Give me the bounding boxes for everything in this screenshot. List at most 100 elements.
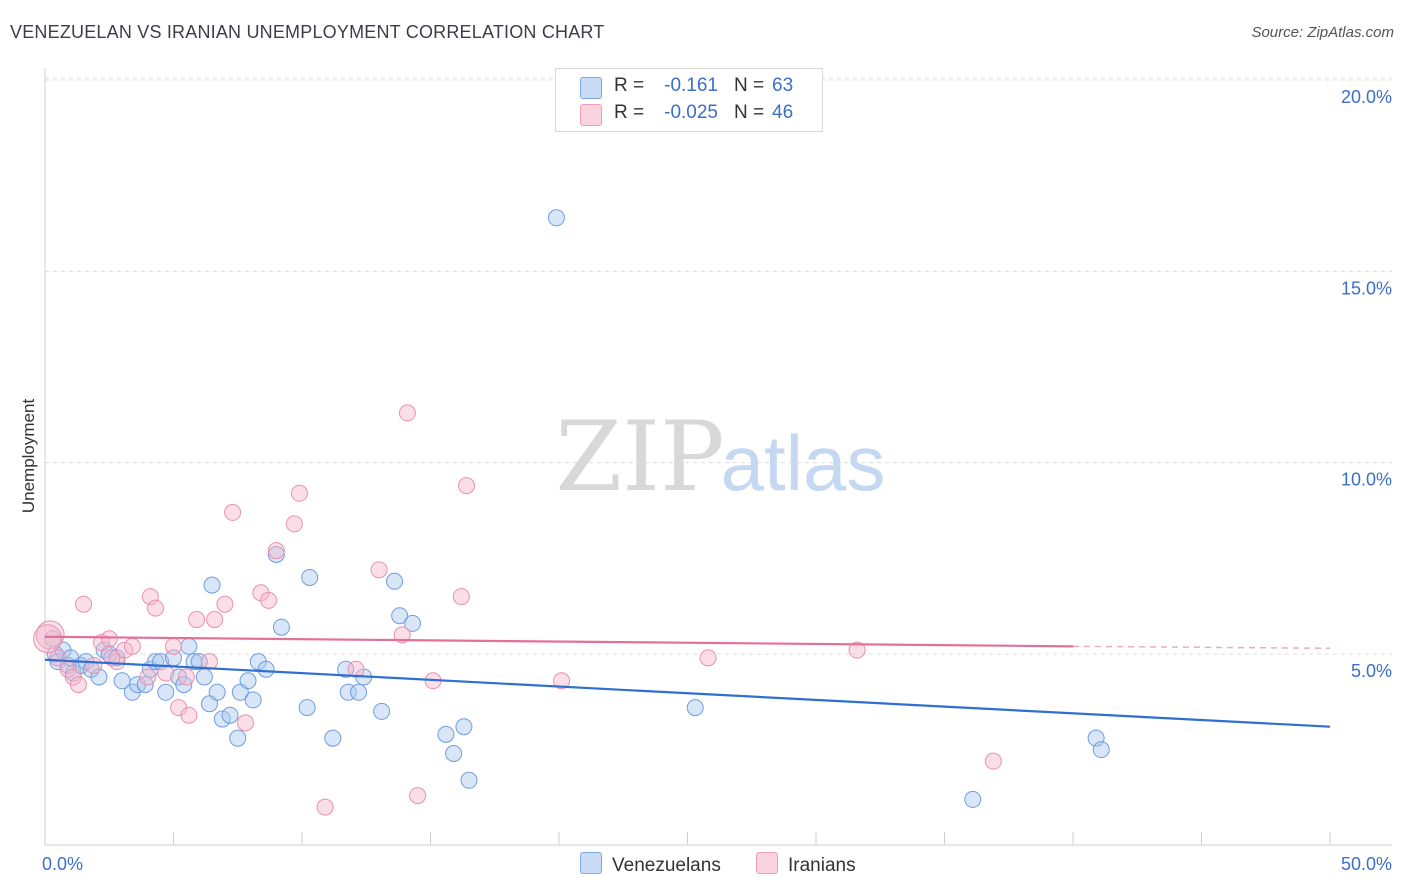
- iranians-point-33: [370, 561, 388, 579]
- iranians-point-16: [165, 637, 182, 655]
- venezuelans-point-25: [180, 637, 198, 655]
- watermark-zip: ZIP: [555, 401, 724, 513]
- legend-row-venezuelans: R = -0.161 N = 63: [556, 74, 822, 100]
- legend-n-label: N =: [734, 75, 765, 96]
- iranians-point-20: [188, 611, 206, 629]
- trend-lines: [44, 635, 1331, 728]
- chart-title: VENEZUELAN VS IRANIAN UNEMPLOYMENT CORRE…: [10, 22, 605, 42]
- y-tick-label-0: 5.0%: [1351, 661, 1392, 681]
- watermark: ZIP atlas: [555, 401, 885, 513]
- legend-r-label: R =: [614, 75, 645, 96]
- iranians-point-1: [49, 649, 67, 667]
- iranians-point-40: [553, 672, 571, 690]
- iranians-point-24: [224, 503, 242, 521]
- venezuelans-point-45: [337, 660, 355, 678]
- x-tick-label-1: 50.0%: [1341, 854, 1392, 874]
- venezuelans-point-49: [373, 702, 391, 720]
- legend-item-iranians[interactable]: Iranians: [756, 852, 856, 877]
- venezuelans-point-40: [267, 546, 285, 564]
- venezuelans-point-61: [1092, 741, 1110, 759]
- iranians-point-45: [103, 649, 121, 667]
- y-tick-label-3: 20.0%: [1341, 87, 1392, 107]
- iranians-point-4: [69, 676, 87, 694]
- legend-n-value: 46: [772, 102, 794, 123]
- venezuelans-point-37: [244, 691, 262, 709]
- venezuelans-point-30: [203, 576, 221, 594]
- iranians-point-7: [93, 634, 111, 652]
- tick-labels: 5.0% 10.0% 15.0% 20.0% 0.0% 50.0%: [42, 87, 1392, 874]
- legend-r-value: -0.025: [664, 102, 718, 123]
- venezuelans-point-42: [298, 699, 316, 717]
- iranians-point-15: [157, 664, 175, 682]
- venezuelans-point-36: [239, 672, 257, 690]
- iranians-point-34: [393, 626, 411, 644]
- legend-r-value: -0.161: [664, 75, 718, 96]
- venezuelans-point-58: [686, 699, 704, 717]
- legend-label-venezuelans: Venezuelans: [612, 855, 721, 876]
- iranians-trend-line: [44, 635, 1074, 648]
- iranians-point-12: [139, 668, 157, 686]
- venezuelans-point-43: [301, 568, 319, 586]
- venezuelans-point-41: [272, 618, 290, 636]
- iranians-point-11: [123, 637, 141, 655]
- venezuelans-point-47: [350, 683, 368, 701]
- iranians-point-32: [347, 660, 365, 678]
- iranians-point-27: [260, 591, 278, 609]
- iranians-point-10: [116, 641, 134, 659]
- iranians-point-6: [85, 656, 103, 674]
- iranians-point-41: [699, 649, 717, 667]
- y-tick-label-2: 15.0%: [1341, 278, 1392, 298]
- venezuelans-point-33: [221, 706, 239, 724]
- legend-swatch-venezuelans: [580, 852, 602, 874]
- iranians-point-30: [290, 484, 308, 502]
- legend-n-value: 63: [772, 75, 794, 96]
- watermark-atlas: atlas: [721, 419, 886, 507]
- legend-label-iranians: Iranians: [788, 855, 856, 876]
- legend-swatch-iranians: [580, 104, 602, 126]
- iranians-point-22: [206, 611, 224, 629]
- iranians-point-8: [100, 630, 118, 648]
- venezuelans-point-34: [229, 729, 247, 747]
- venezuelans-point-26: [185, 653, 203, 671]
- grid-lines: [45, 77, 1392, 655]
- venezuelans-point-52: [404, 614, 422, 632]
- venezuelans-trend-line: [44, 658, 1331, 728]
- venezuelans-point-56: [460, 771, 478, 789]
- iranians-point-25: [236, 714, 254, 732]
- venezuelans-point-28: [195, 668, 213, 686]
- iranians-point-28: [267, 542, 285, 560]
- correlation-legend: R = -0.161 N = 63 R = -0.025 N = 46: [555, 68, 823, 132]
- iranians-point-18: [177, 668, 195, 686]
- iranians-point-29: [285, 515, 303, 533]
- venezuelans-point-44: [324, 729, 342, 747]
- venezuelans-point-32: [213, 710, 231, 728]
- iranians-point-31: [316, 798, 334, 816]
- axes: [44, 68, 1392, 846]
- iranians-point-5: [75, 595, 93, 613]
- y-axis-label: Unemployment: [19, 399, 38, 514]
- legend-n-label: N =: [734, 102, 765, 123]
- venezuelans-point-21: [157, 683, 175, 701]
- iranians-point-21: [200, 653, 218, 671]
- legend-swatch-venezuelans: [580, 77, 602, 99]
- iranians-point-39: [457, 477, 475, 495]
- iranians-point-42: [848, 641, 866, 659]
- venezuelans-point-50: [386, 572, 404, 590]
- legend-item-venezuelans[interactable]: Venezuelans: [580, 852, 721, 877]
- venezuelans-point-39: [257, 660, 275, 678]
- legend-r-label: R =: [614, 102, 645, 123]
- venezuelans-point-31: [208, 683, 226, 701]
- venezuelans-point-53: [437, 725, 455, 743]
- iranians-point-35: [398, 404, 416, 422]
- y-tick-label-1: 10.0%: [1341, 470, 1392, 490]
- points-iranians: [33, 404, 1002, 816]
- iranians-point-19: [180, 706, 198, 724]
- x-tick-label-0: 0.0%: [42, 854, 83, 874]
- venezuelans-point-51: [391, 607, 409, 625]
- iranians-point-38: [452, 588, 470, 606]
- venezuelans-point-46: [339, 683, 357, 701]
- source-credit: Source: ZipAtlas.com: [1251, 24, 1394, 41]
- legend-swatch-iranians: [756, 852, 778, 874]
- venezuelans-point-57: [547, 209, 565, 227]
